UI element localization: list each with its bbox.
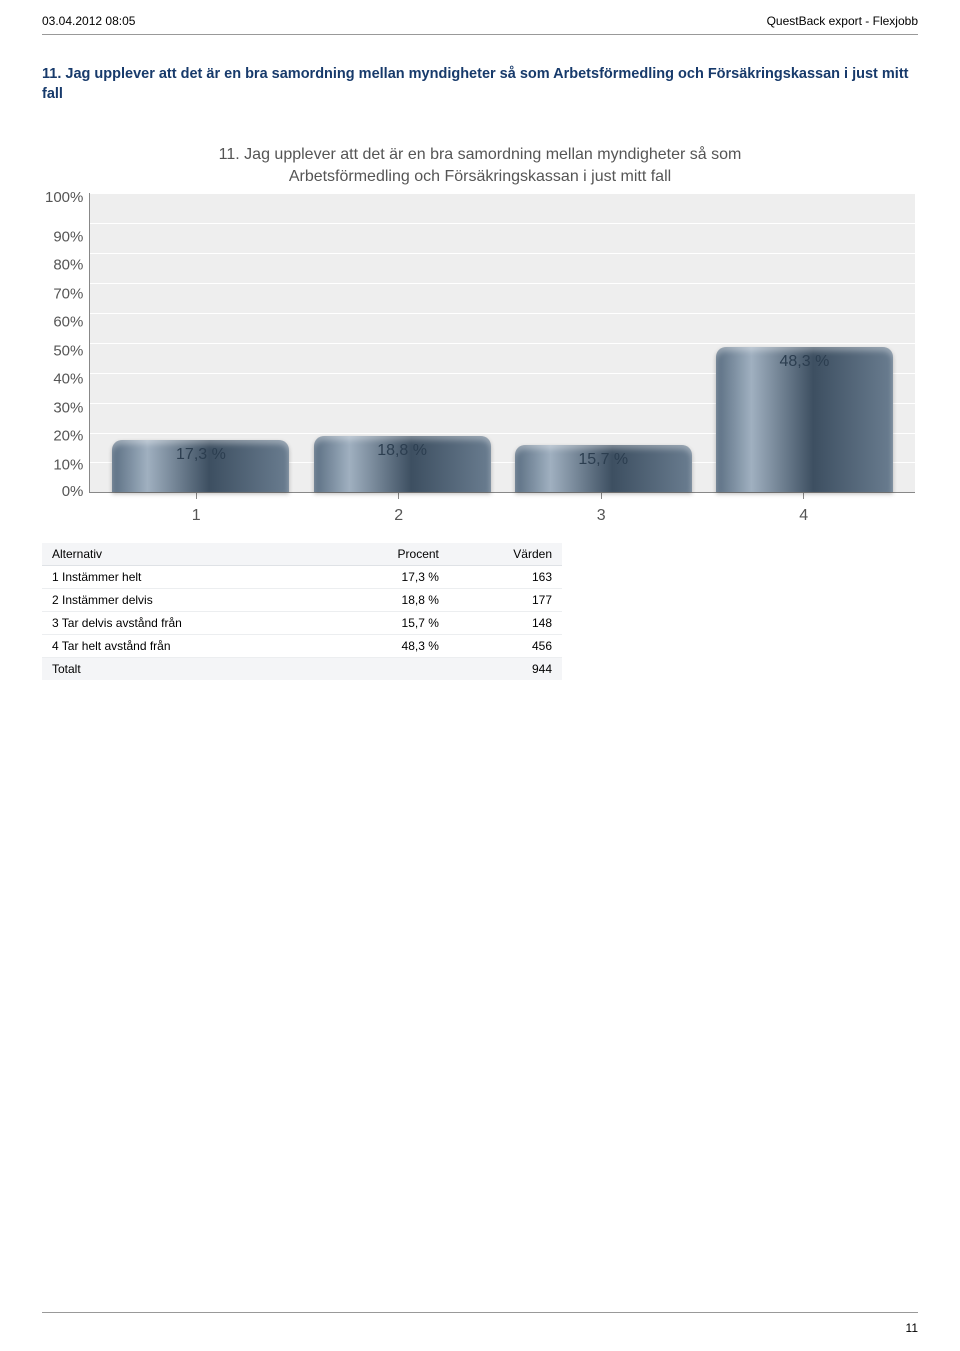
x-axis: 1 2 3 4: [85, 499, 915, 525]
x-tick-label: 4: [715, 507, 893, 525]
y-tick-label: 20%: [53, 429, 83, 444]
col-percent: Procent: [331, 543, 449, 566]
bar: 48,3 %: [716, 347, 893, 492]
cell-value: 163: [449, 566, 562, 589]
cell-value: 456: [449, 635, 562, 658]
page-number: 11: [42, 1321, 918, 1335]
y-tick-label: 10%: [53, 457, 83, 472]
cell-value: 148: [449, 612, 562, 635]
bar: 17,3 %: [112, 440, 289, 492]
gridline: [90, 343, 915, 344]
table-row: 2 Instämmer delvis18,8 %177: [42, 589, 562, 612]
page-header: 03.04.2012 08:05 QuestBack export - Flex…: [42, 14, 918, 34]
question-title: 11. Jag upplever att det är en bra samor…: [42, 65, 918, 104]
cell-total-pct: [331, 658, 449, 681]
table-row: 4 Tar helt avstånd från48,3 %456: [42, 635, 562, 658]
y-tick-label: 80%: [53, 258, 83, 273]
x-tick-label: 2: [310, 507, 488, 525]
gridline: [90, 313, 915, 314]
footer-rule: [42, 1312, 918, 1313]
col-values: Värden: [449, 543, 562, 566]
cell-label: 3 Tar delvis avstånd från: [42, 612, 331, 635]
gridline: [90, 283, 915, 284]
bar-slot: 17,3 %: [112, 440, 289, 492]
y-tick-label: 50%: [53, 343, 83, 358]
y-tick-label: 40%: [53, 372, 83, 387]
cell-total-value: 944: [449, 658, 562, 681]
col-alternative: Alternativ: [42, 543, 331, 566]
bar-slot: 15,7 %: [515, 445, 692, 492]
header-rule: [42, 34, 918, 35]
bar-value-label: 18,8 %: [314, 442, 491, 460]
bar-slot: 48,3 %: [716, 347, 893, 492]
chart-plot: 17,3 % 18,8 % 15,7 % 48,3 %: [89, 193, 915, 493]
header-export-label: QuestBack export - Flexjobb: [767, 14, 918, 28]
y-tick-label: 60%: [53, 315, 83, 330]
gridline: [90, 193, 915, 194]
y-tick-label: 90%: [53, 229, 83, 244]
bar-value-label: 15,7 %: [515, 451, 692, 469]
gridline: [90, 253, 915, 254]
bar-value-label: 48,3 %: [716, 353, 893, 371]
y-axis: 100%90%80%70%60%50%40%30%20%10%0%: [45, 193, 89, 493]
bar-chart: 11. Jag upplever att det är en bra samor…: [45, 144, 915, 525]
chart-title: 11. Jag upplever att det är en bra samor…: [45, 144, 915, 187]
y-tick-label: 30%: [53, 400, 83, 415]
chart-title-line1: 11. Jag upplever att det är en bra samor…: [219, 146, 742, 163]
bar: 18,8 %: [314, 436, 491, 492]
x-tick-label: 3: [512, 507, 690, 525]
cell-percent: 17,3 %: [331, 566, 449, 589]
gridline: [90, 223, 915, 224]
cell-label: 4 Tar helt avstånd från: [42, 635, 331, 658]
x-tick-label: 1: [107, 507, 285, 525]
cell-label: 1 Instämmer helt: [42, 566, 331, 589]
chart-title-line2: Arbetsförmedling och Försäkringskassan i…: [289, 168, 671, 185]
table-header-row: Alternativ Procent Värden: [42, 543, 562, 566]
bar-value-label: 17,3 %: [112, 446, 289, 464]
table-total-row: Totalt 944: [42, 658, 562, 681]
cell-total-label: Totalt: [42, 658, 331, 681]
bar-slot: 18,8 %: [314, 436, 491, 492]
page-footer: 11: [42, 1312, 918, 1335]
table-row: 3 Tar delvis avstånd från15,7 %148: [42, 612, 562, 635]
y-tick-label: 100%: [45, 190, 83, 205]
bar: 15,7 %: [515, 445, 692, 492]
header-timestamp: 03.04.2012 08:05: [42, 14, 135, 28]
cell-percent: 48,3 %: [331, 635, 449, 658]
results-table: Alternativ Procent Värden 1 Instämmer he…: [42, 543, 562, 680]
cell-percent: 18,8 %: [331, 589, 449, 612]
cell-value: 177: [449, 589, 562, 612]
table-row: 1 Instämmer helt17,3 %163: [42, 566, 562, 589]
cell-label: 2 Instämmer delvis: [42, 589, 331, 612]
y-tick-label: 70%: [53, 286, 83, 301]
cell-percent: 15,7 %: [331, 612, 449, 635]
y-tick-label: 0%: [62, 484, 84, 499]
